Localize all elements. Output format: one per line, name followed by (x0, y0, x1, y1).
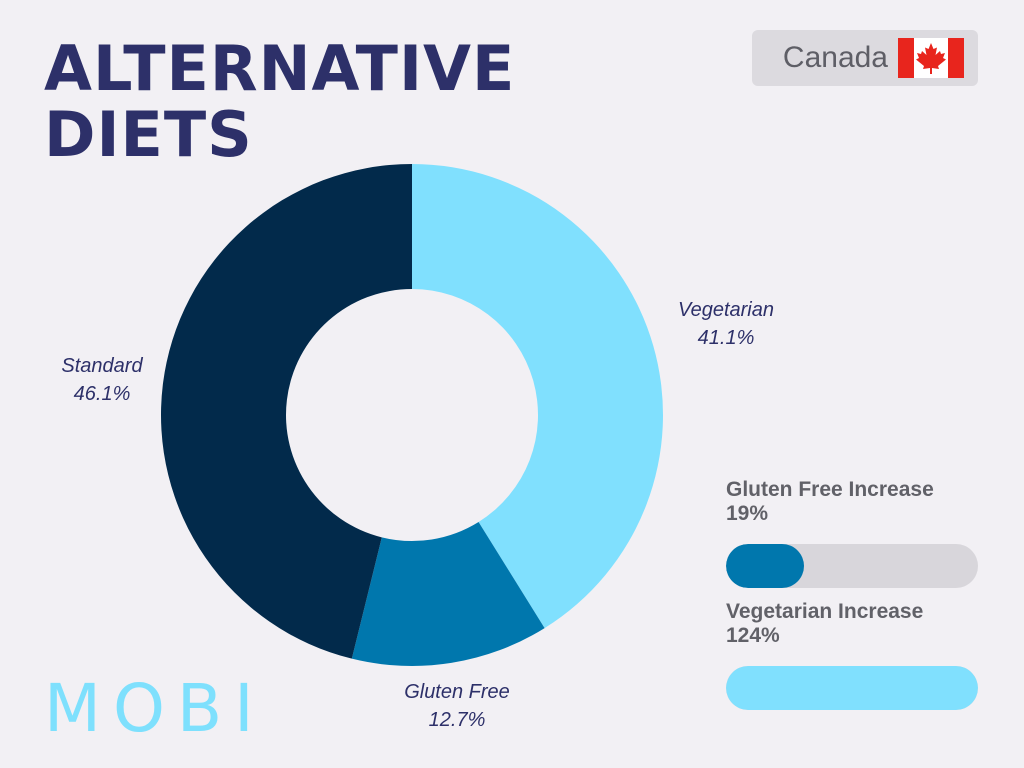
slice-label-vegetarian-name: Vegetarian (678, 299, 774, 321)
slice-label-gluten-free-name: Gluten Free (404, 681, 510, 703)
slice-label-vegetarian: Vegetarian 41.1% (666, 296, 786, 352)
vegetarian-increase-bar (726, 666, 978, 710)
vegetarian-increase-bar-fill (726, 666, 978, 710)
slice-label-vegetarian-value: 41.1% (697, 327, 755, 349)
slice-label-standard-name: Standard (61, 355, 143, 377)
donut-slice-gluten-free (351, 521, 545, 666)
canada-flag-icon (898, 38, 964, 78)
mobi-logo: MOBI (44, 670, 266, 747)
gluten-free-increase-stat: Gluten Free Increase 19% (726, 478, 978, 588)
gluten-free-increase-title: Gluten Free Increase (726, 478, 934, 501)
slice-label-gluten-free-value: 12.7% (428, 709, 486, 731)
gluten-free-increase-bar (726, 544, 978, 588)
country-name: Canada (782, 41, 888, 74)
vegetarian-increase-title: Vegetarian Increase (726, 600, 924, 623)
country-badge: Canada (752, 30, 978, 86)
gluten-free-increase-bar-fill (726, 544, 805, 588)
donut-slice-standard (160, 164, 412, 659)
slice-label-standard: Standard 46.1% (44, 352, 160, 408)
title-line-1: ALTERNATIVE (44, 32, 516, 105)
slice-label-standard-value: 46.1% (73, 383, 131, 405)
page-title: ALTERNATIVE DIETS (44, 36, 515, 168)
gluten-free-increase-value: 19% (726, 502, 769, 525)
donut-slice-vegetarian (412, 164, 664, 629)
vegetarian-increase-stat: Vegetarian Increase 124% (726, 600, 978, 710)
vegetarian-increase-value: 124% (726, 624, 780, 647)
slice-label-gluten-free: Gluten Free 12.7% (390, 678, 524, 734)
title-line-2: DIETS (44, 98, 253, 171)
